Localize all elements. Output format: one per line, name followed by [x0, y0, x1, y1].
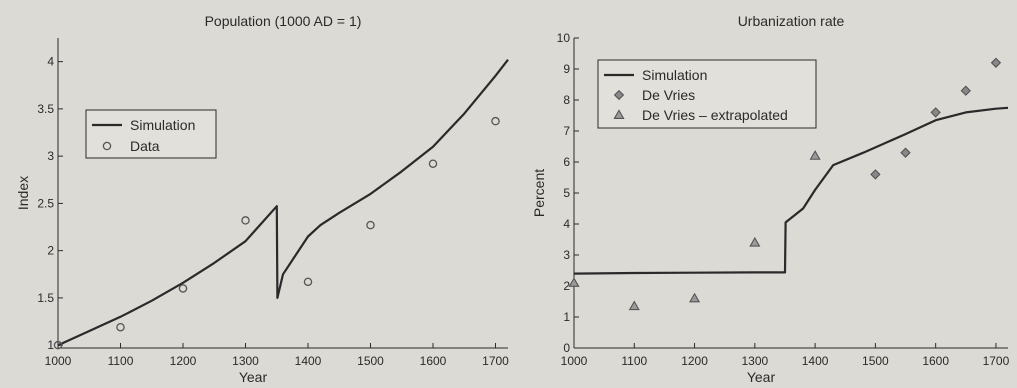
chart-title: Urbanization rate: [738, 13, 845, 29]
x-tick-label: 1600: [420, 354, 447, 368]
chart-title: Population (1000 AD = 1): [205, 13, 362, 29]
data-point: [960, 85, 971, 96]
x-tick-label: 1700: [983, 354, 1010, 368]
x-tick-label: 1500: [357, 354, 384, 368]
legend-label: Simulation: [130, 117, 195, 133]
data-point: [178, 284, 188, 293]
data-point: [990, 57, 1002, 68]
x-tick-label: 1000: [561, 354, 588, 368]
legend-box: [597, 59, 817, 129]
legend-swatch: [613, 109, 625, 119]
data-point: [428, 159, 438, 168]
chart-panel-1: Population (1000 AD = 1) 1000 1100 1200 1300…: [15, 13, 509, 385]
x-tick-label: 1400: [802, 354, 829, 368]
data-point: [568, 277, 580, 287]
x-tick-label: 1100: [621, 354, 647, 368]
y-tick-label: 2: [47, 244, 54, 258]
data-point: [689, 292, 701, 303]
legend: Simulation De Vries De Vries – extrapolate…: [597, 59, 817, 129]
y-tick-label: 2.5: [37, 196, 54, 210]
y-tick-label: 7: [563, 124, 570, 138]
x-tick-label: 1200: [170, 354, 197, 368]
series-line-simulation: [57, 59, 509, 347]
y-tick-label: 1: [563, 310, 570, 324]
y-tick-label: 4: [47, 55, 54, 69]
data-point: [241, 216, 250, 225]
y-tick-label: 5: [563, 186, 570, 200]
y-tick-label: 6: [563, 155, 570, 169]
y-tick-label: 3: [563, 248, 570, 262]
y-tick-label: 8: [563, 93, 570, 107]
y-tick-label: 3: [47, 149, 54, 163]
x-tick-label: 1300: [232, 354, 259, 368]
y-tick-label: 1.5: [37, 291, 54, 305]
data-point: [53, 340, 63, 350]
legend-label: Data: [130, 138, 160, 154]
data-point: [870, 169, 881, 180]
data-point: [930, 107, 941, 118]
legend-label: De Vries: [642, 87, 695, 103]
legend-label: Simulation: [642, 67, 707, 83]
data-point: [900, 147, 911, 158]
data-point: [749, 236, 761, 247]
data-point: [303, 277, 313, 287]
data-point: [628, 300, 640, 311]
y-axis-label: Index: [15, 176, 31, 210]
x-tick-label: 1600: [922, 354, 949, 368]
x-tick-label: 1700: [482, 354, 509, 368]
y-tick-label: 2: [563, 279, 570, 293]
y-tick-label: 4: [563, 217, 570, 231]
x-tick-label: 1000: [45, 354, 72, 368]
x-tick-label: 1200: [681, 354, 708, 368]
x-tick-label: 1100: [108, 354, 134, 368]
y-tick-label: 0: [563, 341, 570, 355]
y-tick-label: 10: [557, 31, 571, 45]
y-tick-label: 1: [47, 338, 54, 352]
series-line-simulation: [573, 106, 1009, 275]
legend-label: De Vries – extrapolated: [642, 107, 788, 123]
x-axis-label: Year: [239, 369, 268, 385]
data-point: [366, 220, 375, 230]
data-point: [116, 322, 125, 332]
legend: Simulation Data: [85, 109, 217, 159]
y-tick-label: 3.5: [37, 102, 54, 116]
x-tick-label: 1400: [295, 354, 322, 368]
legend-swatch: [613, 89, 625, 101]
x-tick-label: 1300: [741, 354, 768, 368]
y-tick-label: 9: [563, 62, 570, 76]
x-tick-label: 1500: [862, 354, 889, 368]
x-axis-label: Year: [747, 369, 776, 385]
data-point: [491, 116, 500, 126]
y-axis-label: Percent: [531, 169, 547, 217]
data-point: [809, 150, 821, 160]
legend-swatch: [102, 141, 112, 151]
